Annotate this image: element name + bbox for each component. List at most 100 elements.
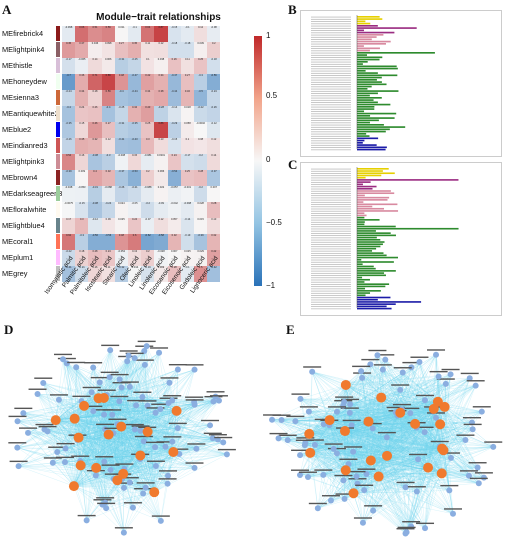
node-label-placeholder (401, 407, 420, 410)
heatmap-cell: -0.031 (180, 186, 194, 202)
network-edge (84, 404, 195, 406)
network-node (421, 429, 428, 436)
heatmap-cell: 0.12 (154, 218, 168, 234)
network-edge (28, 432, 79, 438)
bar-label-placeholder (311, 281, 351, 283)
network-edge (123, 410, 177, 533)
heatmap-cell: -0.28 (154, 106, 168, 122)
heatmap-cell: -0.12 (88, 218, 102, 234)
bar-label-placeholder (311, 133, 351, 135)
bar (357, 283, 390, 285)
network-edge (309, 433, 344, 481)
network-edge (37, 393, 122, 427)
network-node (164, 480, 171, 487)
bar-label-placeholder (311, 210, 351, 212)
network-edge (310, 424, 324, 453)
node-label-placeholder (299, 406, 318, 408)
network-edge (23, 413, 75, 487)
node-label-placeholder (115, 463, 134, 465)
network-edge (400, 372, 403, 413)
network-edge (402, 372, 434, 409)
network-edge (78, 437, 156, 467)
bar-label-placeholder (311, 279, 351, 281)
network-node (469, 426, 476, 433)
bar (357, 272, 385, 274)
network-edge (62, 359, 174, 453)
node-label-placeholder (429, 370, 448, 373)
network-node (370, 507, 377, 514)
bar (357, 61, 368, 63)
bar (357, 219, 380, 221)
heatmap-cell: -0.35 (62, 122, 76, 138)
network-edge (441, 446, 494, 474)
network-node (301, 442, 308, 449)
bar (357, 196, 390, 199)
heatmap-cell: 0.28 (194, 170, 208, 186)
heatmap-cell: 0.09 (101, 218, 115, 234)
bar (357, 49, 370, 52)
heatmap-cell: 0.13 (128, 250, 142, 266)
network-edge (73, 486, 146, 488)
bar (357, 101, 378, 104)
heatmap-cell: 0.64 (141, 26, 155, 42)
bar-label-placeholder (311, 250, 351, 252)
network-edge (381, 383, 446, 398)
node-label-placeholder (335, 493, 354, 495)
row-label: MEfirebrick4 (2, 29, 44, 38)
network-edge (103, 355, 129, 399)
bar (357, 83, 387, 86)
bar (357, 294, 366, 297)
heatmap-cell: -0.05 (128, 202, 142, 218)
network-edge (108, 434, 156, 448)
node-label-placeholder (35, 423, 54, 426)
node-label-placeholder (402, 521, 421, 523)
network-edge (370, 400, 426, 461)
node-label-placeholder (416, 522, 435, 525)
node-label-placeholder (137, 340, 156, 343)
network-edge (106, 492, 155, 509)
network-edge (400, 412, 417, 492)
network-edge (62, 359, 104, 399)
bar (357, 148, 386, 151)
network-edge (62, 359, 155, 493)
bar (357, 133, 367, 135)
bar (357, 106, 375, 108)
network-edge (300, 397, 382, 400)
network-edge (28, 410, 177, 434)
node-label-placeholder (156, 441, 175, 443)
bar-label-placeholder (311, 131, 351, 133)
heatmap-cell: 0.32 (88, 138, 102, 154)
node-label-placeholder (291, 469, 310, 471)
network-node (341, 398, 348, 405)
bar-label-placeholder (311, 197, 351, 199)
node-label-placeholder (56, 442, 75, 445)
bar (357, 250, 373, 252)
network-edge (62, 359, 141, 456)
network-edge (424, 473, 442, 529)
heatmap-cell: -0.098 (180, 202, 194, 218)
network-node (20, 410, 27, 417)
hub-node (91, 462, 102, 473)
bar-label-placeholder (311, 213, 351, 214)
network-edge (353, 493, 412, 527)
network-edge (110, 455, 141, 471)
bar-label-placeholder (311, 270, 351, 272)
network-edge (281, 419, 310, 434)
network-edge (37, 393, 75, 419)
network-edge (370, 376, 439, 461)
heatmap-cell: 0.058 (180, 122, 194, 138)
network-edge (344, 397, 382, 499)
network-edge (119, 379, 141, 456)
network-edge (438, 376, 445, 407)
hub-node (118, 468, 129, 479)
network-edge (37, 393, 56, 421)
bar-label-placeholder (311, 108, 351, 110)
node-label-placeholder (90, 376, 109, 379)
row-label: MEcoral1 (2, 237, 34, 246)
network-edge (386, 376, 439, 456)
bar (357, 205, 373, 208)
network-edge (140, 455, 195, 468)
network-edge (345, 409, 403, 471)
network-edge (106, 434, 109, 509)
bar (357, 20, 366, 23)
